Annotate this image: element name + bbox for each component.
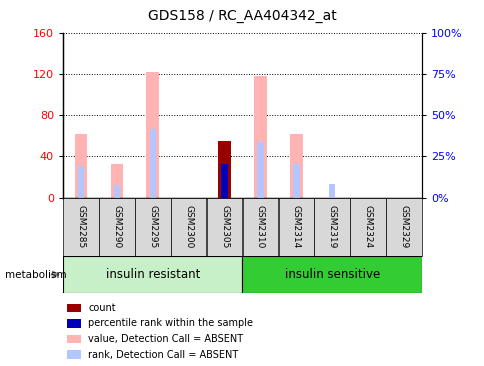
- Text: GSM2324: GSM2324: [363, 205, 372, 249]
- Bar: [113, 185, 120, 198]
- Bar: [206, 198, 242, 256]
- Bar: [75, 134, 87, 198]
- Bar: [66, 350, 81, 359]
- Text: insulin sensitive: insulin sensitive: [284, 268, 379, 281]
- Bar: [77, 166, 84, 198]
- Bar: [242, 256, 421, 293]
- Bar: [66, 335, 81, 343]
- Bar: [149, 129, 156, 198]
- Bar: [254, 76, 266, 198]
- Bar: [349, 198, 385, 256]
- Bar: [242, 198, 278, 256]
- Text: GSM2319: GSM2319: [327, 205, 336, 249]
- Bar: [292, 164, 299, 198]
- Text: value, Detection Call = ABSENT: value, Detection Call = ABSENT: [88, 334, 243, 344]
- Bar: [257, 142, 263, 198]
- Bar: [289, 134, 302, 198]
- Text: GSM2305: GSM2305: [220, 205, 228, 249]
- Bar: [218, 141, 230, 198]
- Bar: [63, 198, 99, 256]
- Bar: [221, 164, 227, 198]
- Text: GSM2300: GSM2300: [184, 205, 193, 249]
- Bar: [170, 198, 206, 256]
- Text: metabolism: metabolism: [5, 269, 66, 280]
- Text: GSM2310: GSM2310: [256, 205, 264, 249]
- Text: GSM2329: GSM2329: [399, 205, 408, 249]
- Bar: [66, 303, 81, 312]
- Text: count: count: [88, 303, 116, 313]
- Text: percentile rank within the sample: percentile rank within the sample: [88, 318, 253, 328]
- Text: GDS158 / RC_AA404342_at: GDS158 / RC_AA404342_at: [148, 10, 336, 23]
- Text: rank, Detection Call = ABSENT: rank, Detection Call = ABSENT: [88, 350, 238, 359]
- Bar: [328, 184, 335, 198]
- Text: GSM2285: GSM2285: [76, 205, 85, 249]
- Bar: [99, 198, 135, 256]
- Bar: [314, 198, 349, 256]
- Bar: [135, 198, 170, 256]
- Text: GSM2295: GSM2295: [148, 205, 157, 249]
- Bar: [66, 319, 81, 328]
- Text: GSM2314: GSM2314: [291, 205, 300, 249]
- Text: insulin resistant: insulin resistant: [106, 268, 199, 281]
- Bar: [385, 198, 421, 256]
- Bar: [110, 164, 123, 198]
- Bar: [146, 72, 159, 198]
- Text: GSM2290: GSM2290: [112, 205, 121, 249]
- Bar: [278, 198, 314, 256]
- Bar: [63, 256, 242, 293]
